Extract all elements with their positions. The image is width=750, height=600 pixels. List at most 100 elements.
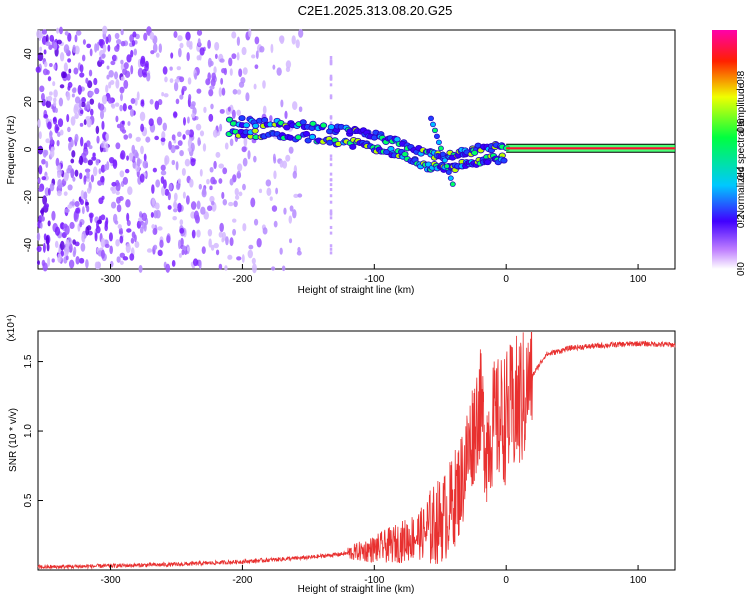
noise-speckle: [94, 232, 98, 242]
noise-speckle: [57, 178, 63, 189]
noise-speckle: [83, 191, 88, 200]
colorbar: 0.0 0.2 0.4 0.6 0.8 Normalized spectral ampl…: [712, 30, 747, 276]
noise-speckle: [49, 34, 55, 42]
noise-speckle: [149, 98, 154, 105]
noise-speckle: [222, 198, 228, 206]
colorbar-tick-label: 0.2: [736, 214, 747, 228]
trace-branch-blob: [433, 133, 440, 140]
noise-speckle: [232, 228, 237, 236]
noise-speckle: [130, 64, 134, 75]
noise-speckle: [47, 188, 51, 196]
noise-speckle: [45, 138, 51, 144]
trace-blob: [471, 149, 479, 156]
noise-speckle: [175, 98, 180, 105]
noise-speckle: [229, 178, 234, 186]
noise-speckle: [273, 156, 277, 164]
noise-speckle: [293, 193, 299, 199]
noise-speckle: [151, 198, 156, 206]
noise-speckle: [115, 79, 120, 89]
noise-speckle: [56, 131, 61, 137]
noise-speckle: [105, 36, 109, 45]
artefact-speckle: [329, 154, 333, 158]
noise-speckle: [161, 92, 165, 97]
noise-speckle: [126, 212, 130, 222]
noise-speckle: [209, 167, 214, 173]
noise-speckle: [98, 56, 102, 63]
noise-speckle: [43, 113, 49, 119]
noise-speckle: [179, 150, 184, 157]
noise-speckle: [278, 35, 285, 43]
noise-speckle: [197, 137, 201, 147]
noise-speckle: [93, 77, 98, 86]
noise-speckle: [194, 72, 198, 80]
noise-speckle: [130, 49, 134, 58]
noise-speckle: [143, 153, 147, 162]
noise-speckle: [121, 120, 125, 125]
noise-speckle: [154, 135, 159, 141]
noise-speckle: [56, 27, 60, 34]
noise-speckle: [123, 62, 129, 70]
noise-speckle: [73, 103, 80, 111]
noise-speckle: [282, 160, 288, 169]
noise-speckle: [279, 247, 283, 255]
noise-speckle: [96, 135, 100, 144]
noise-speckle: [177, 35, 183, 42]
noise-speckle: [241, 254, 245, 263]
chart-title: C2E1.2025.313.08.20.G25: [297, 3, 453, 18]
noise-speckle: [130, 237, 135, 244]
noise-speckle: [289, 238, 293, 244]
noise-speckle: [49, 183, 55, 192]
noise-speckle: [178, 253, 182, 258]
noise-speckle: [232, 89, 238, 95]
noise-speckle: [298, 106, 303, 113]
noise-speckle: [221, 87, 226, 96]
noise-speckle: [255, 50, 259, 60]
noise-speckle: [157, 226, 163, 231]
trace-branch-blob: [437, 145, 444, 152]
noise-speckle: [37, 118, 41, 129]
trace-blob: [238, 115, 246, 122]
artefact-speckle: [329, 115, 333, 119]
noise-speckle: [178, 76, 185, 83]
noise-speckle: [105, 84, 109, 94]
noise-speckle: [59, 51, 65, 62]
noise-speckle: [77, 84, 82, 95]
noise-speckle: [118, 230, 124, 235]
x-tick-label: -200: [232, 274, 252, 285]
noise-speckle: [198, 259, 202, 270]
noise-speckle: [173, 81, 179, 92]
noise-speckle: [271, 205, 278, 212]
noise-speckle: [242, 157, 248, 167]
noise-speckle: [100, 214, 106, 221]
noise-speckle: [90, 174, 95, 183]
noise-speckle: [89, 48, 93, 57]
noise-speckle: [200, 206, 206, 215]
noise-speckle: [53, 64, 57, 70]
artefact-speckle: [329, 194, 333, 198]
noise-speckle: [47, 95, 53, 102]
noise-speckle: [74, 113, 79, 120]
noise-speckle: [83, 148, 89, 156]
noise-speckle: [114, 45, 120, 52]
noise-speckle: [167, 192, 171, 201]
noise-speckle: [199, 169, 203, 177]
noise-speckle: [59, 84, 65, 89]
noise-speckle: [45, 100, 52, 108]
noise-speckle: [250, 197, 256, 208]
noise-speckle: [285, 60, 292, 69]
noise-speckle: [253, 155, 257, 163]
noise-speckle: [66, 73, 71, 81]
noise-speckle: [259, 45, 265, 53]
noise-speckle: [158, 43, 162, 54]
noise-speckle: [228, 57, 233, 67]
noise-speckle: [292, 101, 298, 111]
noise-speckle: [179, 227, 185, 234]
noise-speckle: [196, 229, 201, 238]
noise-speckle: [210, 78, 216, 87]
noise-speckle: [57, 253, 62, 263]
noise-speckle: [288, 215, 293, 224]
noise-speckle: [177, 131, 182, 138]
noise-speckle: [140, 145, 144, 155]
colorbar-gradient: [712, 30, 737, 269]
noise-speckle: [176, 66, 182, 71]
